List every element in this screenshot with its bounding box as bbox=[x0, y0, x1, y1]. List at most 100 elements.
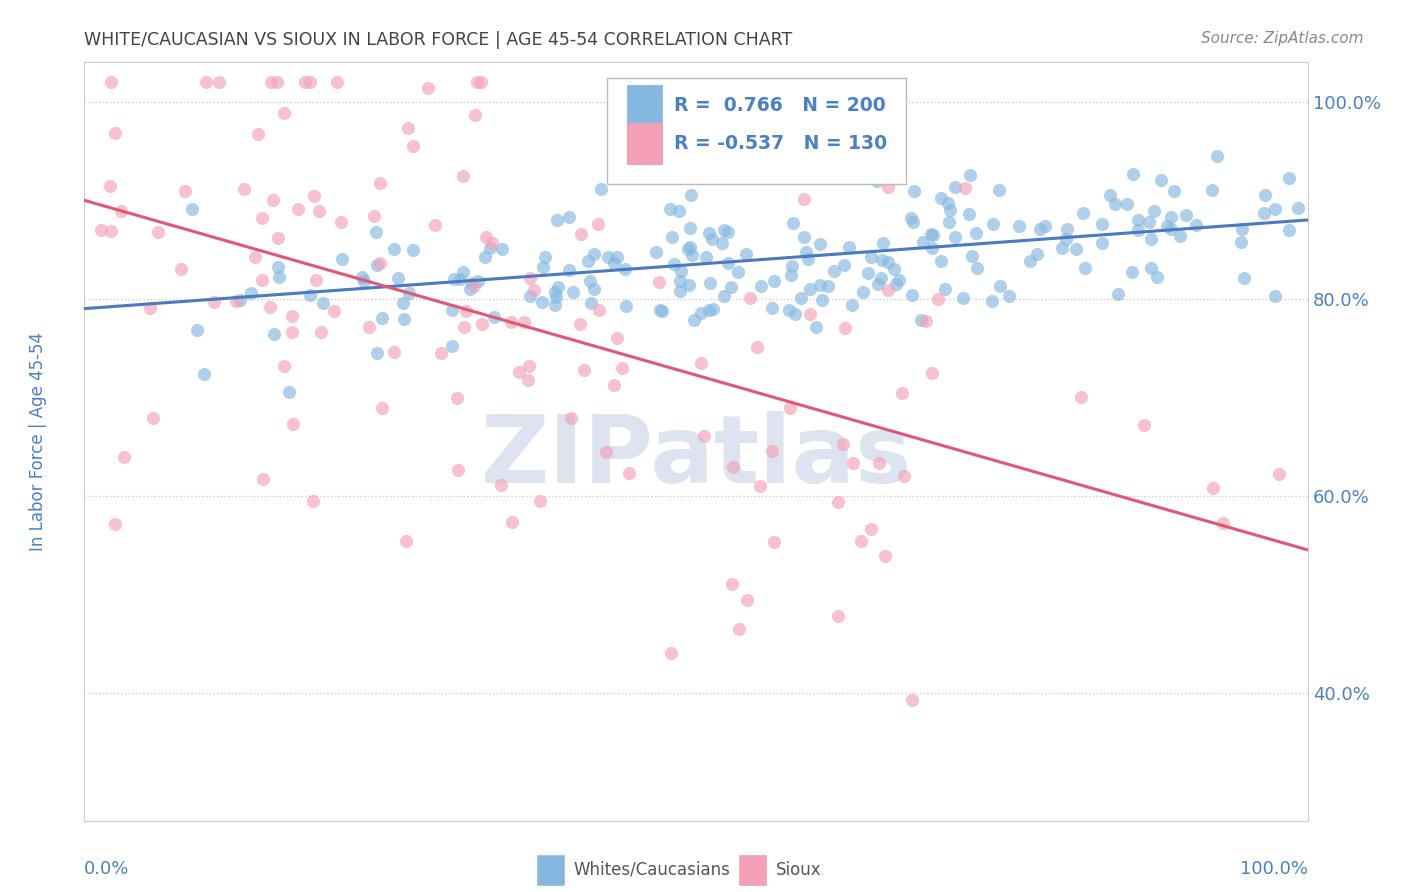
Point bbox=[1264, 288, 1286, 302]
Point bbox=[229, 293, 252, 307]
Point bbox=[614, 262, 637, 277]
Point bbox=[523, 283, 546, 297]
Point bbox=[531, 260, 554, 274]
Point bbox=[560, 410, 582, 425]
Point bbox=[470, 75, 492, 89]
Point bbox=[793, 230, 815, 244]
Point bbox=[302, 494, 325, 508]
Point bbox=[100, 75, 122, 89]
Point bbox=[451, 264, 474, 278]
Point bbox=[796, 252, 818, 266]
Point bbox=[180, 202, 202, 216]
FancyBboxPatch shape bbox=[606, 78, 907, 184]
Point bbox=[416, 80, 439, 95]
Point bbox=[1139, 261, 1161, 276]
Point bbox=[252, 211, 274, 226]
Point bbox=[921, 367, 943, 381]
Point bbox=[1070, 390, 1092, 404]
Point bbox=[1140, 231, 1163, 245]
Point bbox=[1201, 183, 1223, 197]
Point bbox=[491, 242, 513, 256]
Point bbox=[749, 479, 772, 493]
Point bbox=[682, 312, 704, 326]
Point bbox=[900, 211, 922, 225]
Point bbox=[146, 225, 169, 239]
FancyBboxPatch shape bbox=[627, 123, 662, 164]
Point bbox=[832, 258, 855, 272]
Point bbox=[1126, 223, 1149, 237]
Point bbox=[591, 182, 613, 196]
Point bbox=[395, 533, 418, 548]
Point bbox=[900, 692, 922, 706]
Point bbox=[582, 247, 605, 261]
Point bbox=[859, 522, 882, 536]
Point bbox=[259, 300, 281, 314]
Point bbox=[832, 437, 855, 451]
Point bbox=[501, 315, 523, 329]
Point bbox=[647, 275, 669, 289]
Point bbox=[651, 304, 673, 318]
Point bbox=[903, 215, 925, 229]
Point bbox=[683, 140, 706, 154]
Point bbox=[194, 75, 217, 89]
Point bbox=[366, 346, 388, 360]
Point bbox=[104, 517, 127, 532]
Point bbox=[669, 284, 692, 298]
Point bbox=[1052, 241, 1074, 255]
Point bbox=[142, 410, 165, 425]
Point bbox=[780, 259, 803, 273]
Point bbox=[534, 250, 557, 264]
Point bbox=[595, 444, 617, 458]
Point bbox=[920, 227, 942, 241]
Text: Whites/Caucasians: Whites/Caucasians bbox=[574, 861, 731, 879]
Point bbox=[465, 75, 488, 89]
Point bbox=[305, 272, 328, 286]
Point bbox=[278, 384, 301, 399]
Point bbox=[877, 255, 900, 269]
Point bbox=[799, 308, 821, 322]
Point bbox=[112, 450, 135, 464]
Point bbox=[668, 203, 690, 218]
Point bbox=[661, 230, 683, 244]
Point bbox=[425, 218, 447, 232]
Point bbox=[250, 273, 273, 287]
Point bbox=[193, 368, 215, 382]
Point bbox=[294, 75, 316, 89]
Point bbox=[669, 274, 692, 288]
Point bbox=[579, 274, 602, 288]
Point bbox=[676, 243, 699, 257]
Point bbox=[574, 363, 596, 377]
Point bbox=[841, 298, 863, 312]
Text: ZIPatlas: ZIPatlas bbox=[481, 410, 911, 503]
Point bbox=[662, 257, 685, 271]
Point bbox=[474, 230, 496, 244]
Text: Source: ZipAtlas.com: Source: ZipAtlas.com bbox=[1201, 31, 1364, 46]
Point bbox=[1278, 171, 1301, 186]
Point bbox=[939, 202, 962, 217]
Point bbox=[451, 169, 474, 183]
Point bbox=[782, 216, 804, 230]
Point bbox=[890, 385, 912, 400]
Point bbox=[1253, 188, 1275, 202]
Point bbox=[478, 241, 501, 255]
Point bbox=[262, 194, 284, 208]
Point bbox=[569, 317, 592, 331]
Point bbox=[263, 327, 285, 342]
Point bbox=[1073, 261, 1095, 276]
Point bbox=[281, 417, 304, 432]
Point bbox=[606, 331, 628, 345]
Point bbox=[449, 272, 471, 286]
Point bbox=[612, 360, 634, 375]
Point bbox=[602, 378, 624, 392]
Point bbox=[266, 260, 288, 274]
Point bbox=[617, 466, 640, 480]
FancyBboxPatch shape bbox=[738, 855, 766, 885]
Point bbox=[430, 346, 453, 360]
Point bbox=[681, 248, 703, 262]
Point bbox=[665, 83, 688, 97]
Point bbox=[1116, 196, 1139, 211]
Point bbox=[678, 278, 700, 293]
Point bbox=[790, 291, 813, 305]
Point bbox=[884, 277, 907, 292]
Point bbox=[489, 478, 512, 492]
